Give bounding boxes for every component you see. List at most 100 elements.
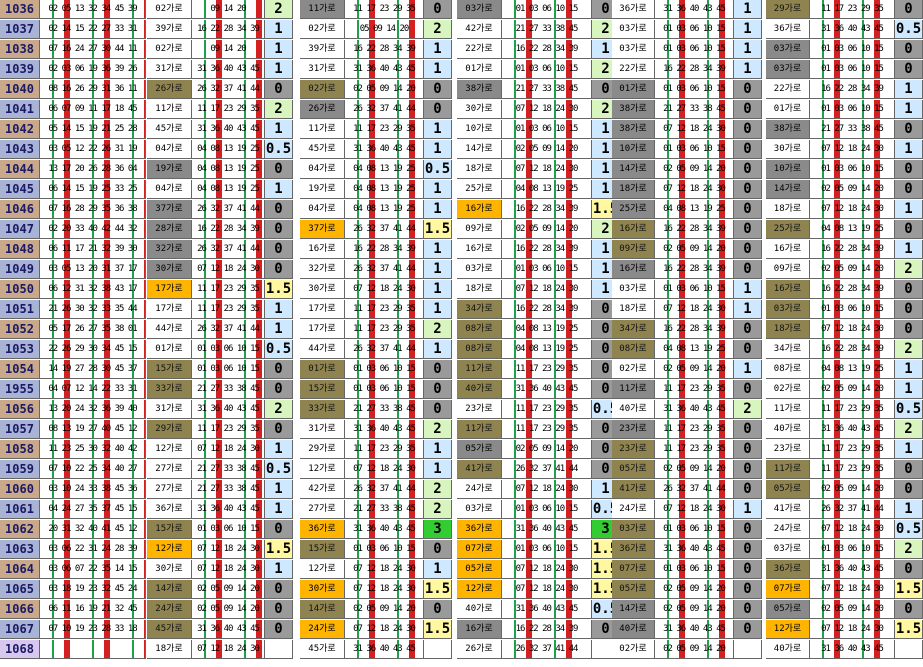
row-label-cell: 24가로 bbox=[766, 520, 810, 539]
row-label-cell: 11가로 bbox=[457, 360, 502, 379]
row-label-cell: 41가로 bbox=[457, 460, 502, 479]
table-row: 1048 06 11 17 21 32 39 30 32가로 26 32 37 41 … bbox=[0, 240, 923, 260]
row-label-cell: 24가로 bbox=[457, 480, 502, 499]
group-numbers-cell: 16 22 28 34 39 bbox=[345, 240, 424, 259]
match-count-cell: 1 bbox=[424, 560, 452, 579]
group-numbers-cell: 01 03 06 10 15 bbox=[345, 360, 424, 379]
row-label-cell: 31가로 bbox=[147, 60, 192, 79]
match-count-cell: 0.5 bbox=[265, 460, 293, 479]
match-count-cell: 1.5 bbox=[895, 620, 923, 639]
row-label-cell: 03가로 bbox=[766, 40, 810, 59]
match-count-cell: 0.5 bbox=[895, 20, 923, 39]
table-row: 1063 03 06 22 31 24 28 39 12가로 07 12 18 24 … bbox=[0, 540, 923, 560]
row-label-cell: 03가로 bbox=[457, 0, 502, 19]
row-label-cell: 33가로 bbox=[147, 380, 192, 399]
match-count-cell: 1 bbox=[424, 180, 452, 199]
winning-numbers-cell: 06 12 31 32 38 43 17 bbox=[40, 280, 146, 299]
match-count-cell: 1 bbox=[895, 200, 923, 219]
row-label-cell: 36가로 bbox=[147, 500, 192, 519]
row-label-cell: 30가로 bbox=[300, 280, 345, 299]
group-numbers-cell: 07 12 18 24 30 bbox=[345, 280, 424, 299]
row-label-cell: 27가로 bbox=[300, 500, 345, 519]
row-label-cell: 25가로 bbox=[457, 180, 502, 199]
group-numbers-cell: 26 32 37 41 44 bbox=[810, 500, 895, 519]
group-numbers-cell: 07 12 18 24 30 bbox=[655, 120, 734, 139]
match-count-cell: 2 bbox=[734, 400, 762, 419]
draw-number-cell: 1061 bbox=[0, 500, 40, 519]
row-label-cell: 16가로 bbox=[612, 260, 655, 279]
row-label-cell: 42가로 bbox=[300, 480, 345, 499]
row-label-cell: 27가로 bbox=[147, 480, 192, 499]
table-row: 1062 20 31 32 40 41 45 12 15가로 01 03 06 10 … bbox=[0, 520, 923, 540]
group-numbers-cell: 31 36 40 43 45 bbox=[810, 560, 895, 579]
row-label-cell: 29가로 bbox=[766, 0, 810, 19]
group-numbers-cell: 01 03 06 10 15 bbox=[810, 300, 895, 319]
row-label-cell: 02가로 bbox=[147, 40, 192, 59]
match-count-cell: 0 bbox=[265, 380, 293, 399]
group-numbers-cell: 01 03 06 10 15 bbox=[345, 540, 424, 559]
group-numbers-cell: 16 22 28 34 39 bbox=[502, 200, 592, 219]
group-numbers-cell: 01 03 06 10 15 bbox=[810, 60, 895, 79]
group-numbers-cell: 26 32 37 41 44 bbox=[192, 320, 265, 339]
row-label-cell: 11가로 bbox=[766, 400, 810, 419]
group-numbers-cell: 07 12 18 24 30 bbox=[502, 160, 592, 179]
group-numbers-cell: 04 08 13 19 25 bbox=[192, 140, 265, 159]
match-count-cell: 0 bbox=[424, 600, 452, 619]
group-numbers-cell: 07 12 18 24 30 bbox=[345, 460, 424, 479]
match-count-cell: 0 bbox=[734, 440, 762, 459]
row-label-cell: 01가로 bbox=[766, 100, 810, 119]
group-numbers-cell: 02 05 09 14 20 bbox=[192, 600, 265, 619]
draw-number-cell: 1065 bbox=[0, 580, 40, 599]
draw-number-cell: 1036 bbox=[0, 0, 40, 19]
match-count-cell: 0 bbox=[424, 0, 452, 19]
group-numbers-cell: 04 08 13 19 25 bbox=[192, 160, 265, 179]
row-label-cell: 02가로 bbox=[766, 380, 810, 399]
group-numbers-cell: 31 36 40 43 45 bbox=[192, 620, 265, 639]
group-numbers-cell: 04 08 13 19 25 bbox=[502, 180, 592, 199]
match-count-cell: 0 bbox=[734, 80, 762, 99]
row-label-cell: 22가로 bbox=[457, 40, 502, 59]
row-label-cell: 03가로 bbox=[457, 260, 502, 279]
group-numbers-cell: 31 36 40 43 45 bbox=[655, 400, 734, 419]
row-label-cell: 34가로 bbox=[457, 300, 502, 319]
draw-number-cell: 1050 bbox=[0, 280, 40, 299]
match-count-cell: 1 bbox=[424, 40, 452, 59]
draw-number-cell: 1063 bbox=[0, 540, 40, 559]
group-numbers-cell: 07 12 18 24 30 bbox=[655, 180, 734, 199]
group-numbers-cell: 09 14 20 bbox=[192, 40, 265, 59]
winning-numbers-cell: 07 16 28 29 35 36 38 bbox=[40, 200, 146, 219]
match-count-cell: 0 bbox=[424, 540, 452, 559]
row-label-cell: 37가로 bbox=[147, 200, 192, 219]
winning-numbers-cell: 22 26 29 30 34 45 15 bbox=[40, 340, 146, 359]
group-numbers-cell: 11 17 23 29 35 bbox=[345, 120, 424, 139]
group-numbers-cell: 21 27 33 38 45 bbox=[502, 80, 592, 99]
match-count-cell: 0 bbox=[895, 40, 923, 59]
row-label-cell: 15가로 bbox=[300, 540, 345, 559]
group-numbers-cell: 26 32 37 41 44 bbox=[345, 480, 424, 499]
row-label-cell: 12가로 bbox=[300, 460, 345, 479]
winning-numbers-cell: 03 05 12 22 26 31 19 bbox=[40, 140, 146, 159]
group-numbers-cell: 31 36 40 43 45 bbox=[655, 0, 734, 19]
table-row: 1047 02 20 33 40 42 44 32 28가로 16 22 28 34 … bbox=[0, 220, 923, 240]
row-label-cell: 36가로 bbox=[300, 520, 345, 539]
table-row: 1052 05 17 26 27 35 38 01 44가로 26 32 37 41 … bbox=[0, 320, 923, 340]
row-label-cell: 03가로 bbox=[612, 520, 655, 539]
draw-number-cell: 1054 bbox=[0, 360, 40, 379]
row-label-cell: 12가로 bbox=[300, 560, 345, 579]
row-label-cell: 16가로 bbox=[300, 240, 345, 259]
match-count-cell bbox=[895, 640, 923, 659]
group-numbers-cell: 31 36 40 43 45 bbox=[192, 400, 265, 419]
match-count-cell: 3 bbox=[424, 520, 452, 539]
table-row: 1054 14 19 27 28 30 45 37 15가로 01 03 06 10 … bbox=[0, 360, 923, 380]
row-label-cell: 15가로 bbox=[300, 380, 345, 399]
group-numbers-cell: 31 36 40 43 45 bbox=[655, 540, 734, 559]
row-label-cell: 19가로 bbox=[147, 160, 192, 179]
group-numbers-cell: 02 05 09 14 20 bbox=[502, 220, 592, 239]
table-row: 1040 08 16 26 29 31 36 11 26가로 26 32 37 41 … bbox=[0, 80, 923, 100]
match-count-cell: 0 bbox=[265, 420, 293, 439]
row-label-cell: 23가로 bbox=[766, 440, 810, 459]
group-numbers-cell: 02 05 09 14 20 bbox=[655, 580, 734, 599]
match-count-cell: 1 bbox=[265, 440, 293, 459]
row-label-cell: 18가로 bbox=[147, 640, 192, 659]
group-numbers-cell: 16 22 28 34 39 bbox=[810, 340, 895, 359]
